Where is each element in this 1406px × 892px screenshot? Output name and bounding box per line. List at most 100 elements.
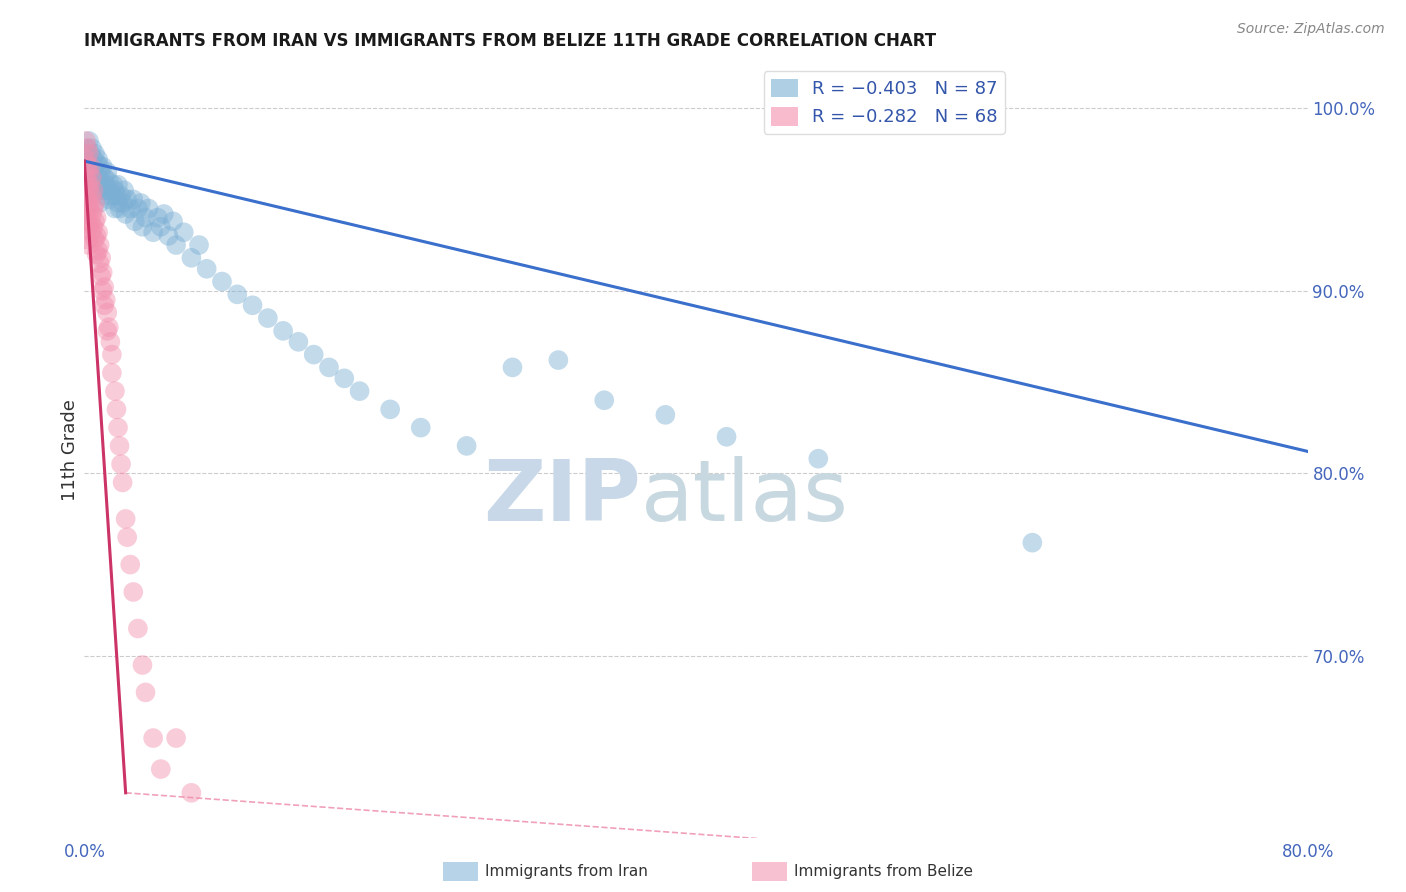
Point [84,233,107,247]
Point [257,311,280,326]
Point [105,402,128,417]
Point [75,152,97,166]
Text: Immigrants from Iran: Immigrants from Iran [485,864,648,879]
Point [87,225,110,239]
Point [211,275,233,289]
Point [115,530,138,544]
Point [75,188,97,202]
Point [89,238,111,252]
Point [111,475,134,490]
Point [226,287,249,301]
Point [654,408,676,422]
Point [89,256,111,270]
Point [87,152,110,166]
Point [77,152,100,166]
Point [84,146,107,161]
Point [91,178,114,192]
Point [75,134,97,148]
Point [83,170,105,185]
Point [77,134,100,148]
Point [83,152,105,166]
Point [104,183,127,197]
Point [716,430,738,444]
Point [105,188,128,202]
Point [1021,535,1043,549]
Point [80,225,103,239]
Point [120,558,142,572]
Point [107,178,129,192]
Point [271,324,294,338]
Point [86,211,108,225]
Point [80,170,103,185]
Point [111,196,134,211]
Point [80,141,103,155]
Point [127,202,149,216]
Point [79,146,101,161]
Point [333,371,356,385]
Point [98,334,121,349]
Point [146,211,169,225]
Point [89,196,111,211]
Point [84,165,107,179]
Point [108,439,131,453]
Point [80,178,103,192]
Text: ZIP: ZIP [484,456,641,539]
Point [79,160,101,174]
Point [195,261,218,276]
Point [76,160,98,174]
Point [96,324,118,338]
Point [115,193,138,207]
Point [149,762,172,776]
Point [97,320,120,334]
Point [87,170,110,185]
Point [79,196,101,211]
Point [101,188,124,202]
Point [90,251,112,265]
Point [135,685,157,699]
Point [84,214,107,228]
Point [593,393,616,408]
Point [79,178,101,192]
Point [84,196,107,211]
Point [87,244,110,258]
Point [96,165,118,179]
Point [107,420,129,434]
Point [302,348,325,362]
Point [86,174,108,188]
Point [77,170,100,185]
Point [409,420,432,434]
Point [77,165,100,179]
Point [77,146,100,161]
Point [124,214,146,228]
Y-axis label: 11th Grade: 11th Grade [60,400,79,501]
Point [84,183,107,197]
Point [93,298,115,312]
Legend: R = −0.403   N = 87, R = −0.282   N = 68: R = −0.403 N = 87, R = −0.282 N = 68 [763,71,1005,134]
Point [127,622,149,636]
Point [76,178,98,192]
Point [91,284,114,298]
Point [76,141,98,155]
Point [90,269,112,284]
Point [165,731,187,745]
Point [77,202,100,216]
Point [157,228,180,243]
Point [807,451,830,466]
Point [98,183,121,197]
Point [101,366,124,380]
Point [173,225,195,239]
Point [75,207,97,221]
Point [90,183,112,197]
Point [110,457,132,471]
Text: IMMIGRANTS FROM IRAN VS IMMIGRANTS FROM BELIZE 11TH GRADE CORRELATION CHART: IMMIGRANTS FROM IRAN VS IMMIGRANTS FROM … [84,32,936,50]
Point [110,188,132,202]
Point [114,207,136,221]
Point [75,170,97,185]
Point [83,183,105,197]
Point [108,202,131,216]
Point [188,238,211,252]
Point [131,219,153,234]
Text: Immigrants from Belize: Immigrants from Belize [794,864,973,879]
Point [138,202,160,216]
Point [153,207,176,221]
